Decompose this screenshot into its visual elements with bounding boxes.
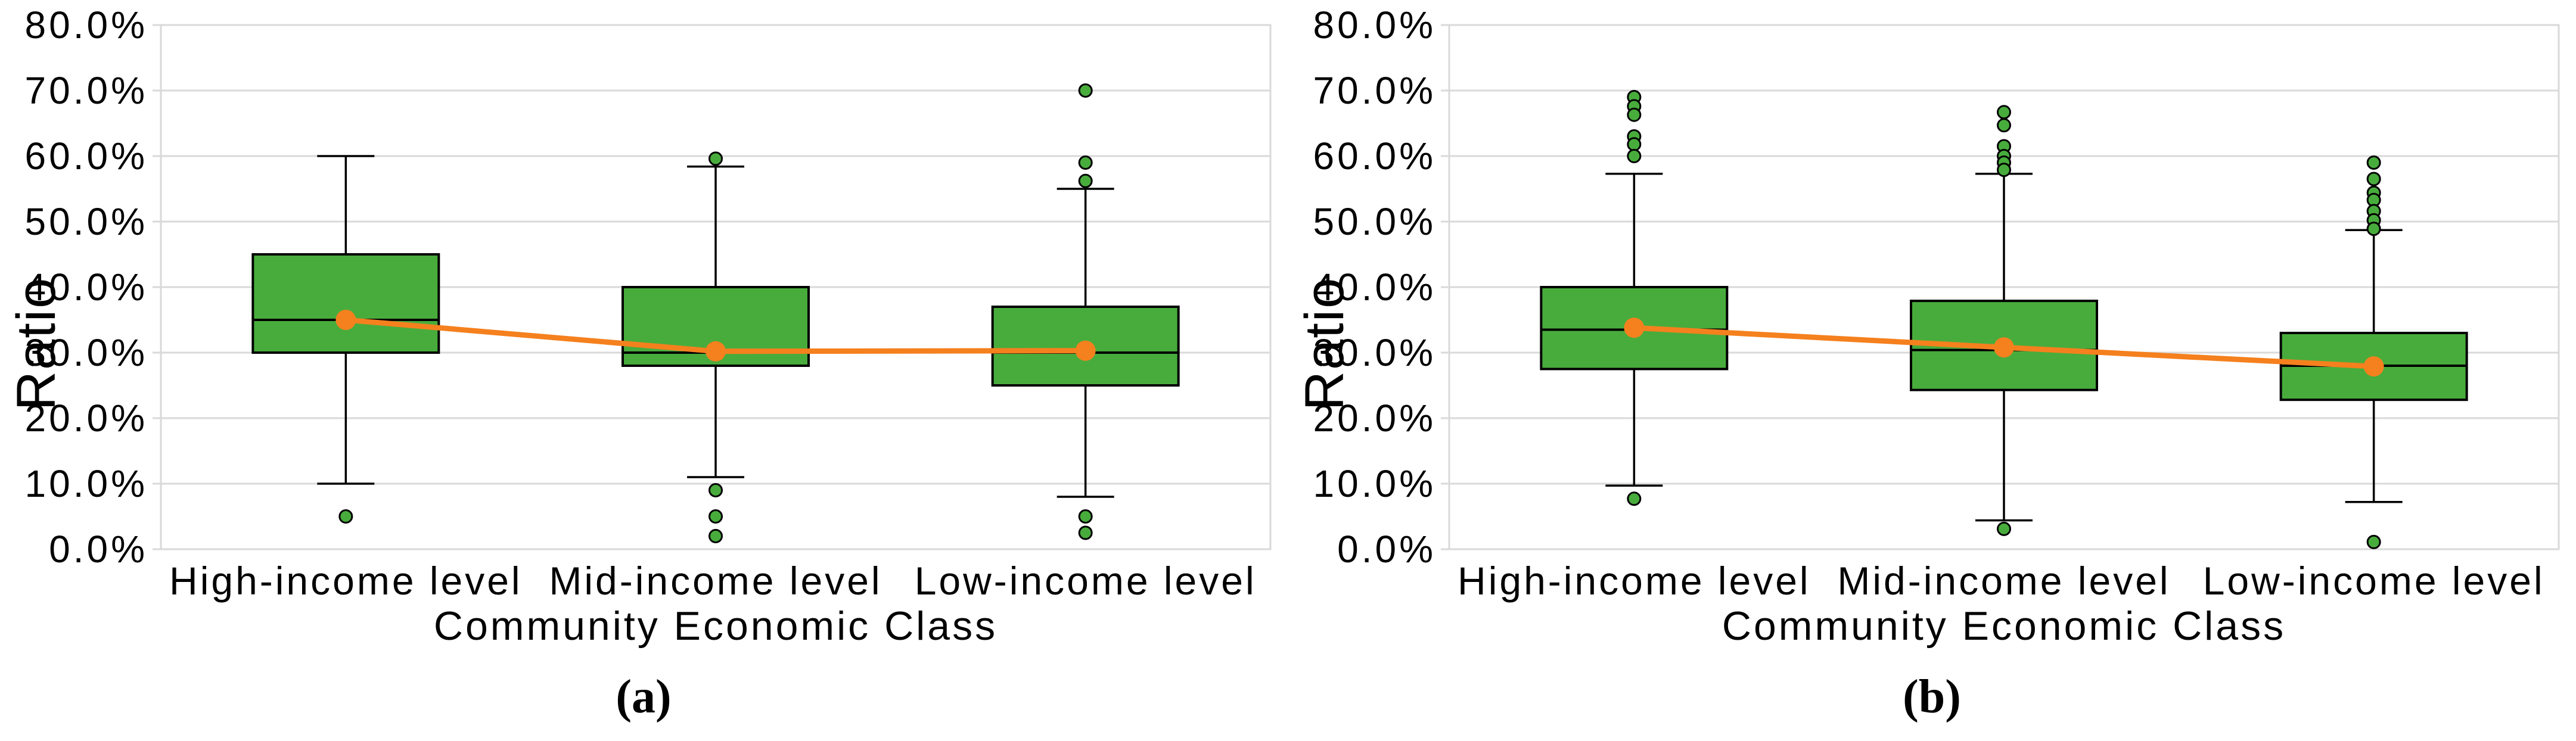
x-tick-label-2: Low-income level [2203,559,2545,603]
outlier-point-low-income-level-4 [1078,525,1093,540]
outlier-point-low-income-level-1 [1078,155,1093,170]
outlier-point-mid-income-level-1 [1997,118,2011,133]
outlier-point-mid-income-level-6 [1997,521,2011,536]
outlier-point-high-income-level-5 [1627,149,1642,163]
y-axis-title: Ratio [6,277,67,411]
y-tick-label-20: 20.0% [25,397,148,440]
outlier-point-mid-income-level-2 [709,509,723,524]
y-tick-label-20: 20.0% [1313,397,1436,440]
mean-point-1 [1994,337,2014,358]
mean-point-0 [335,310,356,330]
outlier-point-low-income-level-2 [1078,173,1093,188]
x-tick-label-0: High-income level [1458,559,1811,603]
y-tick-label-0: 0.0% [49,528,148,571]
outlier-point-high-income-level-2 [1627,107,1642,122]
outlier-point-mid-income-level-0 [709,151,723,166]
outlier-point-mid-income-level-0 [1997,105,2011,120]
x-tick-label-1: Mid-income level [1837,559,2170,603]
x-tick-label-2: Low-income level [915,559,1257,603]
boxplot-chart-a: 0.0% 10.0% 20.0% 30.0% 40.0% 50.0% 60.0% 70.0% 8… [6,4,1272,723]
y-tick-label-0: 0.0% [1337,528,1436,571]
outlier-point-high-income-level-4 [1627,137,1642,152]
outlier-point-low-income-level-0 [2366,155,2381,170]
y-tick-label-10: 10.0% [1313,462,1436,505]
y-tick-label-40: 40.0% [1313,266,1436,309]
y-tick-label-50: 50.0% [1313,200,1436,243]
y-tick-label-70: 70.0% [1313,69,1436,112]
outlier-point-mid-income-level-5 [1997,163,2011,178]
y-tick-label-70: 70.0% [25,69,148,112]
mean-point-1 [706,341,726,362]
outlier-point-low-income-level-7 [2366,534,2381,549]
mean-point-2 [1075,340,1096,361]
outlier-point-high-income-level-6 [1627,491,1642,506]
panel-a: 0.0% 10.0% 20.0% 30.0% 40.0% 50.0% 60.0% 70.0% 8… [6,4,1272,723]
boxplot-chart-b: 0.0% 10.0% 20.0% 30.0% 40.0% 50.0% 60.0% 70.0% 8… [1294,4,2560,723]
y-axis-title: Ratio [1294,277,1355,411]
outlier-point-low-income-level-3 [1078,509,1093,524]
y-tick-label-50: 50.0% [25,200,148,243]
outlier-point-high-income-level-0 [338,509,353,524]
x-axis-title: Community Economic Class [434,603,998,649]
box-high-income-level [251,253,440,354]
panel-caption: (a) [616,671,671,723]
y-tick-label-40: 40.0% [25,266,148,309]
outlier-point-low-income-level-0 [1078,83,1093,98]
y-tick-label-30: 30.0% [25,331,148,374]
panel-b: 0.0% 10.0% 20.0% 30.0% 40.0% 50.0% 60.0% 70.0% 8… [1288,0,2576,741]
outlier-point-low-income-level-6 [2366,222,2381,236]
outlier-point-low-income-level-1 [2366,172,2381,186]
x-tick-label-0: High-income level [169,559,523,603]
y-tick-label-80: 80.0% [1313,4,1436,46]
y-tick-label-30: 30.0% [1313,331,1436,374]
mean-point-2 [2363,356,2384,377]
panel-caption: (b) [1903,671,1961,723]
outlier-point-mid-income-level-1 [709,483,723,497]
y-tick-label-80: 80.0% [25,4,148,46]
y-tick-label-60: 60.0% [1313,135,1436,178]
x-tick-label-1: Mid-income level [549,559,882,603]
x-axis-title: Community Economic Class [1722,603,2286,649]
y-tick-label-10: 10.0% [25,462,148,505]
y-tick-label-60: 60.0% [25,135,148,178]
outlier-point-mid-income-level-3 [709,529,723,543]
mean-point-0 [1624,317,1645,338]
